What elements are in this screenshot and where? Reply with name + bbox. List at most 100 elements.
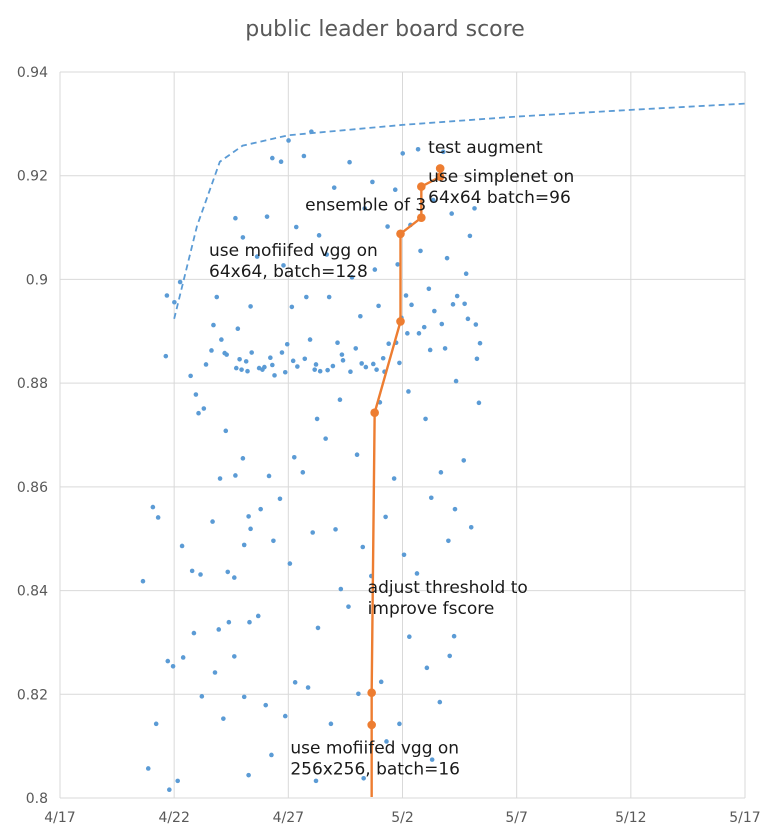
y-tick-label: 0.88 <box>17 376 48 392</box>
scatter-point <box>270 362 275 368</box>
scatter-point <box>264 214 270 219</box>
scatter-point <box>392 187 398 193</box>
scatter-point <box>239 367 244 372</box>
scatter-point <box>219 337 224 342</box>
scatter-point <box>424 665 430 671</box>
scatter-point <box>347 159 352 165</box>
scatter-point <box>233 365 239 371</box>
scatter-point <box>233 473 238 478</box>
scatter-point <box>428 495 434 501</box>
scatter-point <box>302 356 308 362</box>
scatter-point <box>310 530 316 535</box>
annotation-line: 64x64 batch=96 <box>428 188 571 208</box>
scatter-point <box>198 572 203 577</box>
scatter-point <box>243 359 249 364</box>
scatter-point <box>270 155 275 161</box>
scatter-point <box>323 436 328 441</box>
annotation-line: 64x64, batch=128 <box>209 262 368 282</box>
scatter-point <box>444 255 450 261</box>
annotation-line: ensemble of 3 <box>305 195 426 215</box>
scatter-point <box>188 373 193 379</box>
progress-point <box>370 408 379 418</box>
trend-line <box>173 102 746 320</box>
scatter-point <box>468 525 474 530</box>
scatter-point <box>286 138 291 143</box>
scatter-point <box>421 324 427 330</box>
x-tick-label: 5/17 <box>729 810 760 826</box>
scatter-point <box>427 347 433 353</box>
scatter-point <box>289 304 295 310</box>
scatter-point <box>333 527 338 532</box>
scatter-point <box>340 358 346 363</box>
scatter-point <box>438 470 444 475</box>
scatter-point <box>461 458 467 463</box>
scatter-point <box>442 346 448 351</box>
scatter-point <box>391 476 397 481</box>
scatter-point <box>384 739 389 744</box>
scatter-point <box>177 279 183 285</box>
progress-series <box>367 164 445 797</box>
y-tick-label: 0.86 <box>17 480 48 496</box>
scatter-point <box>246 772 251 778</box>
annotation-line: improve fscore <box>368 599 495 619</box>
scatter-point <box>284 341 290 347</box>
scatter-point <box>255 613 261 619</box>
progress-point <box>396 229 405 239</box>
scatter-point <box>360 544 366 550</box>
scatter-point <box>266 473 272 479</box>
scatter-point <box>313 362 319 367</box>
scatter-point <box>335 340 340 345</box>
scatter-point <box>397 721 402 727</box>
scatter-point <box>196 410 201 416</box>
scatter-point <box>452 506 458 512</box>
annotation-line: use simplenet on <box>428 167 574 187</box>
scatter-point <box>225 569 231 575</box>
scatter-point <box>405 331 410 336</box>
scatter-point <box>210 519 215 524</box>
scatter-point <box>245 368 250 374</box>
scatter-point <box>211 322 216 328</box>
scatter-point <box>414 571 420 576</box>
scatter-point <box>241 542 247 548</box>
scatter-point <box>295 364 300 369</box>
scatter-point <box>292 680 298 685</box>
scatter-point <box>472 206 477 211</box>
scatter-point <box>235 326 241 331</box>
scatter-point <box>359 361 364 366</box>
scatter-point <box>268 355 273 361</box>
progress-point <box>435 164 445 173</box>
scatter-point <box>247 619 252 625</box>
scatter-point <box>453 378 459 384</box>
scatter-point <box>462 301 467 307</box>
progress-point <box>367 688 376 698</box>
scatter-point <box>291 454 297 460</box>
scatter-point <box>254 254 260 259</box>
scatter-point <box>349 275 355 280</box>
annotation: use mofiifed vgg on 64x64, batch=128 <box>209 241 378 282</box>
scatter-point <box>307 337 313 342</box>
scatter-point <box>415 146 421 152</box>
scatter-point <box>301 153 307 159</box>
scatter-point <box>376 303 381 309</box>
scatter-point <box>346 604 351 609</box>
scatter-point <box>150 504 156 510</box>
scatter-point <box>400 151 406 156</box>
scatter-point <box>330 363 336 369</box>
scatter-point <box>304 294 309 300</box>
scatter-point <box>454 293 460 299</box>
scatter-point <box>241 694 247 700</box>
scatter-point <box>217 476 223 481</box>
annotation: adjust threshold to improve fscore <box>368 578 528 619</box>
scatter-point <box>223 428 229 434</box>
scatter-point <box>155 515 161 520</box>
scatter-point <box>281 263 286 268</box>
chart-title: public leader board score <box>245 17 525 42</box>
scatter-point <box>232 654 237 659</box>
scatter-point <box>372 267 378 272</box>
scatter-point <box>262 364 267 370</box>
x-tick-label: 5/2 <box>391 810 414 826</box>
scatter-point <box>293 224 299 230</box>
scatter-point <box>216 627 222 632</box>
scatter-point <box>432 308 437 314</box>
